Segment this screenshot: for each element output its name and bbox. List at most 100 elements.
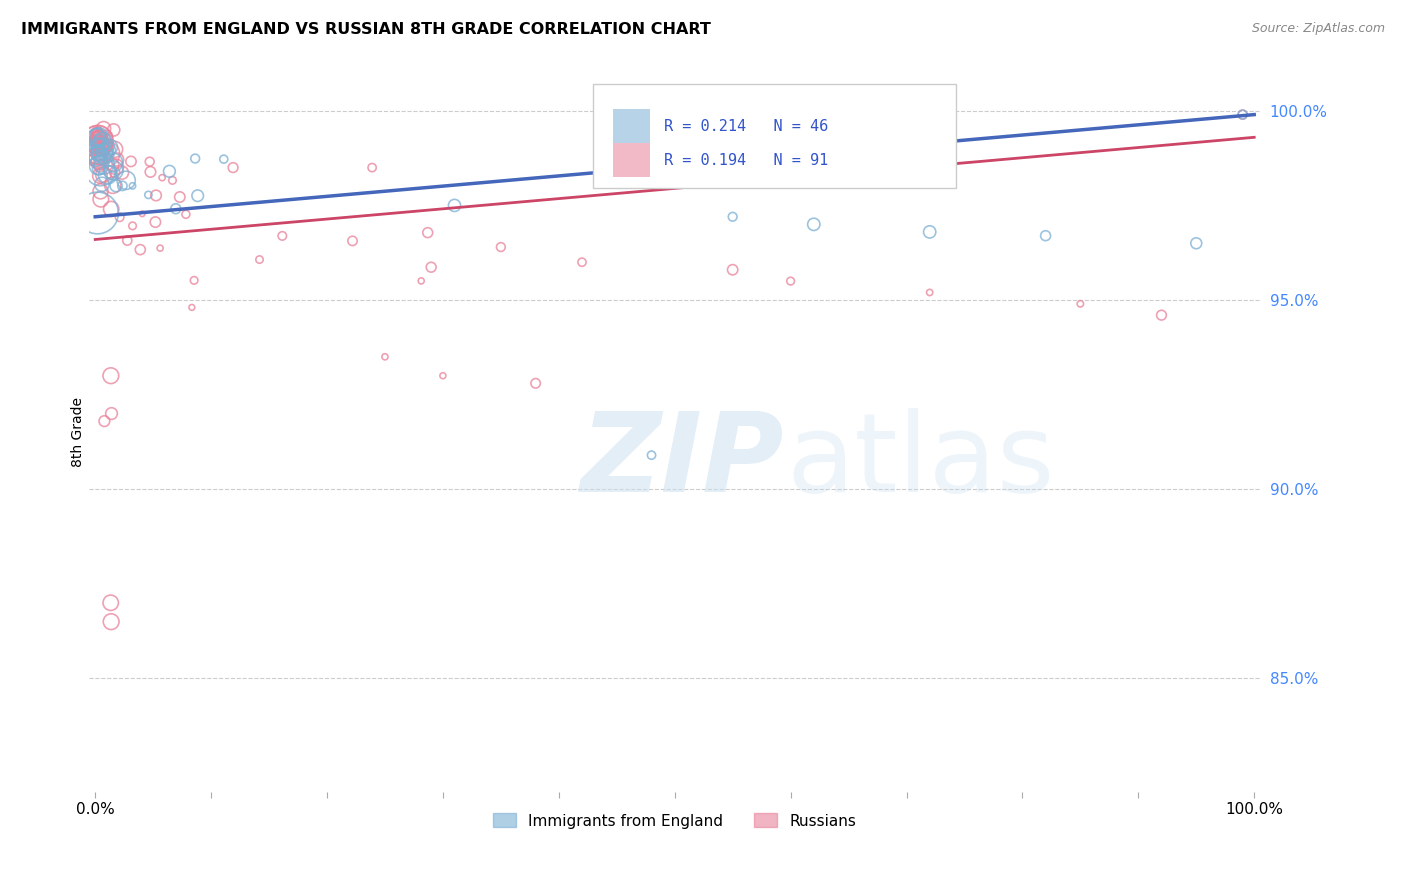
Point bbox=[87, 143, 110, 157]
Text: ZIP: ZIP bbox=[581, 408, 785, 515]
Point bbox=[180, 301, 202, 315]
Point bbox=[101, 178, 124, 193]
Point bbox=[90, 140, 112, 154]
Point bbox=[1069, 297, 1091, 311]
Point bbox=[87, 147, 110, 161]
Point bbox=[184, 152, 207, 166]
Point bbox=[162, 173, 184, 187]
Point bbox=[86, 153, 108, 167]
Point bbox=[86, 148, 108, 162]
Point bbox=[86, 138, 108, 153]
Point bbox=[138, 154, 160, 169]
Point bbox=[100, 596, 122, 610]
Point bbox=[420, 260, 443, 275]
Point bbox=[96, 129, 118, 144]
Point bbox=[108, 210, 131, 224]
Text: IMMIGRANTS FROM ENGLAND VS RUSSIAN 8TH GRADE CORRELATION CHART: IMMIGRANTS FROM ENGLAND VS RUSSIAN 8TH G… bbox=[21, 22, 711, 37]
Point bbox=[87, 133, 110, 147]
Point bbox=[93, 138, 115, 153]
Point bbox=[87, 146, 110, 161]
Point bbox=[105, 153, 128, 167]
Point bbox=[117, 234, 139, 248]
Point bbox=[89, 130, 111, 145]
Point bbox=[86, 132, 108, 146]
Point bbox=[90, 192, 112, 206]
Point bbox=[640, 448, 662, 462]
Y-axis label: 8th Grade: 8th Grade bbox=[72, 398, 86, 467]
Point bbox=[212, 152, 235, 166]
Point bbox=[149, 241, 172, 255]
Point bbox=[120, 154, 142, 169]
Point bbox=[89, 133, 111, 147]
Point bbox=[89, 154, 111, 169]
Point bbox=[86, 152, 108, 166]
Point bbox=[183, 273, 205, 287]
Point bbox=[89, 164, 111, 178]
Point bbox=[1035, 228, 1057, 243]
Point bbox=[374, 350, 396, 364]
Point bbox=[100, 615, 122, 629]
Point bbox=[121, 219, 143, 233]
Point bbox=[86, 206, 108, 220]
Point bbox=[96, 146, 118, 161]
Point bbox=[918, 225, 941, 239]
Point bbox=[86, 131, 108, 145]
Point bbox=[721, 210, 744, 224]
Point bbox=[87, 129, 110, 144]
Point bbox=[103, 163, 125, 178]
Text: Source: ZipAtlas.com: Source: ZipAtlas.com bbox=[1251, 22, 1385, 36]
Point bbox=[139, 165, 162, 179]
Point bbox=[93, 157, 115, 171]
Point bbox=[129, 243, 152, 257]
Point bbox=[489, 240, 512, 254]
Point bbox=[100, 165, 122, 179]
Legend: Immigrants from England, Russians: Immigrants from England, Russians bbox=[488, 807, 862, 835]
FancyBboxPatch shape bbox=[593, 84, 956, 188]
Point bbox=[104, 160, 127, 174]
Point bbox=[138, 187, 160, 202]
Point bbox=[93, 150, 115, 164]
Point bbox=[571, 255, 593, 269]
Point bbox=[145, 188, 167, 202]
Point bbox=[86, 132, 108, 146]
Point bbox=[86, 135, 108, 149]
Point bbox=[86, 126, 108, 140]
Point bbox=[779, 274, 801, 288]
Point bbox=[98, 140, 121, 154]
Point bbox=[103, 142, 125, 156]
Point bbox=[100, 202, 122, 216]
Point bbox=[91, 137, 114, 152]
Point bbox=[87, 158, 110, 172]
Point bbox=[87, 145, 110, 160]
Point bbox=[91, 133, 114, 147]
Point bbox=[93, 145, 115, 159]
Point bbox=[524, 376, 547, 391]
Point bbox=[165, 202, 187, 216]
Point bbox=[249, 252, 271, 267]
Point bbox=[150, 170, 173, 185]
Point bbox=[157, 164, 180, 178]
Point bbox=[103, 155, 125, 169]
Point bbox=[803, 218, 825, 232]
Point bbox=[91, 135, 114, 149]
Point bbox=[87, 129, 110, 144]
Point bbox=[342, 234, 364, 248]
Point bbox=[87, 131, 110, 145]
Text: R = 0.214   N = 46: R = 0.214 N = 46 bbox=[664, 119, 828, 134]
Point bbox=[86, 127, 108, 141]
Point bbox=[361, 161, 384, 175]
Point bbox=[86, 138, 108, 153]
Point bbox=[96, 168, 118, 182]
Point bbox=[100, 407, 122, 421]
Point bbox=[86, 130, 108, 145]
Point bbox=[90, 142, 112, 156]
Point bbox=[111, 166, 134, 180]
Point bbox=[89, 145, 111, 160]
Point bbox=[93, 141, 115, 155]
Point bbox=[86, 139, 108, 153]
Point bbox=[97, 139, 120, 153]
Point bbox=[105, 178, 128, 193]
Point bbox=[411, 274, 433, 288]
Point bbox=[87, 133, 110, 147]
Point bbox=[96, 148, 118, 162]
